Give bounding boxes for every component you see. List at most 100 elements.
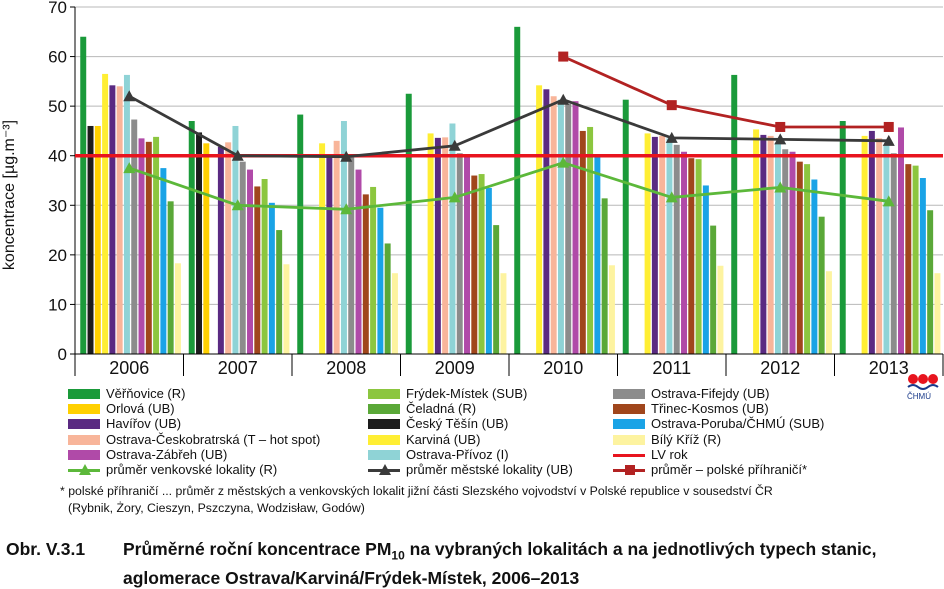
- y-tick-label: 60: [48, 48, 67, 67]
- bar-trinec-kosmos-ub-2013: [905, 164, 912, 354]
- bar-karvina-ub-2011: [644, 133, 651, 354]
- bar-frydek-mistek-sub-2013: [912, 165, 919, 354]
- bar-trinec-kosmos-ub-2006: [145, 141, 152, 354]
- bar-ostrava-poruba-chmu-sub-2006: [160, 168, 167, 354]
- bar-bily-kriz-r-2011: [717, 265, 724, 354]
- bar-cesky-tesin-ub-2007: [196, 132, 203, 354]
- legend-label: Frýdek-Místek (SUB): [406, 386, 528, 401]
- y-tick-label: 70: [48, 0, 67, 17]
- legend-swatch: [613, 389, 645, 399]
- bar-havirov-ub-2013: [868, 130, 875, 354]
- marker-prumer-mestske-lokality-ub: [557, 93, 570, 105]
- bar-bily-kriz-r-2010: [608, 265, 615, 354]
- triangle-marker-icon: [379, 464, 391, 475]
- bar-havirov-ub-2009: [434, 137, 441, 354]
- legend-label: Havířov (UB): [106, 416, 182, 432]
- bar-ostrava-privoz-i-2010: [557, 99, 564, 354]
- bar-ostrava-poruba-chmu-sub-2007: [268, 202, 275, 354]
- bar-ostrava-poruba-chmu-sub-2009: [485, 187, 492, 354]
- bar-karvina-ub-2010: [536, 85, 543, 354]
- marker-prumer-venkovske-lokality-r: [448, 191, 461, 203]
- bar-frydek-mistek-sub-2008: [370, 186, 377, 354]
- marker-prumer-venkovske-lokality-r: [774, 181, 787, 193]
- y-tick-label: 10: [48, 295, 67, 314]
- legend-swatch: [68, 419, 100, 430]
- footnote-line-2: (Rybnik, Żory, Cieszyn, Pszczyna, Wodzis…: [68, 501, 365, 515]
- chmu-logo: ČHMÚ: [905, 373, 941, 403]
- marker-prumer-venkovske-lokality-r: [340, 203, 353, 215]
- x-tick-label: 2009: [435, 358, 475, 378]
- bar-celadna-r-2006: [167, 201, 174, 354]
- bar-karvina-ub-2013: [861, 135, 868, 354]
- bar-series: [80, 26, 941, 355]
- x-axis: 2006 2007 2008 2009 2010 2011 2012 2013: [74, 353, 944, 378]
- legend-label: Bílý Kříž (R): [651, 431, 722, 447]
- average-lines: [123, 51, 895, 215]
- bar-trinec-kosmos-ub-2009: [471, 175, 478, 354]
- y-axis: 0 10 20 30 40 50 60 70: [48, 0, 76, 364]
- marker-prumer-mestske-lokality-ub: [123, 90, 136, 102]
- legend-label: Český Těšín (UB): [406, 416, 509, 432]
- bar-celadna-r-2013: [927, 210, 934, 354]
- bar-ostrava-zabreh-ub-2013: [898, 127, 904, 355]
- legend-swatch: [68, 449, 100, 460]
- legend-swatch: [368, 449, 400, 460]
- bar-karvina-ub-2009: [427, 133, 434, 354]
- bar-frydek-mistek-sub-2009: [478, 174, 485, 354]
- bar-ostrava-zabreh-ub-2012: [789, 151, 796, 354]
- bar-ostrava-privoz-i-2012: [774, 143, 781, 354]
- y-tick-label: 50: [48, 97, 67, 116]
- bar-ostrava-zabreh-ub-2006: [138, 138, 145, 354]
- bar-ostrava-zabreh-ub-2010: [572, 101, 579, 354]
- legend-label: Ostrava-Zábřeh (UB): [106, 446, 228, 462]
- bar-ostrava-ceskobratrska-t-hot-spot-2012: [767, 135, 774, 354]
- x-tick-label: 2008: [326, 358, 366, 378]
- bar-havirov-ub-2011: [651, 136, 658, 354]
- legend-swatch: [368, 389, 400, 399]
- legend-label: Orlová (UB): [106, 401, 175, 417]
- bar-ostrava-ceskobratrska-t-hot-spot-2009: [442, 137, 449, 354]
- bar-ostrava-fifejdy-ub-2008: [348, 154, 355, 354]
- bar-cesky-tesin-ub-2006: [87, 125, 94, 354]
- bar-ostrava-poruba-chmu-sub-2013: [919, 178, 926, 354]
- x-tick-label: 2011: [652, 358, 691, 378]
- y-tick-label: 40: [48, 147, 67, 166]
- legend-label: Ostrava-Přívoz (I): [406, 446, 509, 462]
- legend-swatch: [368, 419, 400, 430]
- marker-prumer-mestske-lokality-ub: [882, 134, 895, 146]
- bar-celadna-r-2008: [384, 243, 391, 354]
- legend-label: Ostrava-Poruba/ČHMÚ (SUB): [651, 416, 825, 432]
- x-tick-label: 2006: [109, 358, 149, 378]
- bar-vernovice-r-2010: [514, 26, 521, 355]
- line-prumer-polske-prihranici: [562, 55, 889, 129]
- bar-karvina-ub-2006: [102, 73, 109, 355]
- bar-bily-kriz-r-2013: [934, 273, 941, 354]
- bar-orlova-ub-2007: [203, 143, 210, 354]
- x-tick-label: 2010: [543, 358, 583, 378]
- footnote-line-1: * polské příhraničí ... průměr z městský…: [60, 484, 773, 498]
- bar-ostrava-ceskobratrska-t-hot-spot-2013: [876, 138, 883, 354]
- bar-havirov-ub-2010: [543, 89, 550, 354]
- bar-vernovice-r-2011: [622, 99, 629, 354]
- bar-ostrava-privoz-i-2007: [232, 125, 239, 354]
- legend-marker: [379, 464, 391, 475]
- bar-ostrava-poruba-chmu-sub-2012: [811, 179, 818, 354]
- legend-label: Třinec-Kosmos (UB): [651, 401, 769, 417]
- bar-ostrava-zabreh-ub-2008: [355, 169, 362, 354]
- bar-ostrava-fifejdy-ub-2006: [131, 119, 138, 354]
- chmu-logo-text: ČHMÚ: [907, 392, 931, 401]
- bar-vernovice-r-2009: [405, 93, 412, 354]
- marker-prumer-venkovske-lokality-r: [665, 191, 678, 203]
- legend-swatch: [613, 419, 645, 430]
- bar-vernovice-r-2012: [731, 74, 738, 354]
- legend-swatch: [68, 389, 100, 399]
- bar-frydek-mistek-sub-2007: [261, 179, 268, 354]
- bar-celadna-r-2011: [710, 225, 717, 354]
- legend-marker: [79, 464, 91, 475]
- legend-label: Čeladná (R): [406, 401, 477, 417]
- bar-ostrava-privoz-i-2006: [123, 74, 130, 354]
- bar-ostrava-fifejdy-ub-2013: [890, 153, 897, 354]
- bar-havirov-ub-2008: [326, 154, 333, 354]
- bar-karvina-ub-2008: [319, 143, 326, 354]
- bar-ostrava-fifejdy-ub-2010: [565, 103, 572, 354]
